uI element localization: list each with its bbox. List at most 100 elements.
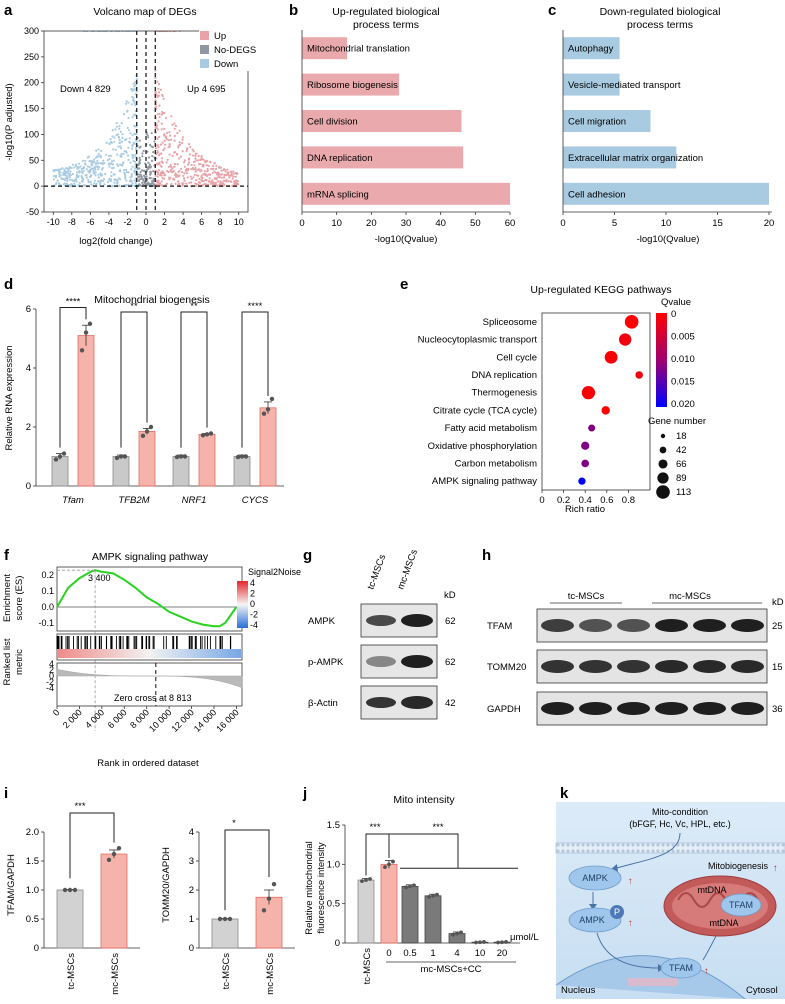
up-point [187, 158, 190, 161]
nucleus-label: Nucleus [561, 985, 596, 996]
down-point [52, 169, 55, 172]
gsea-hit-lines [56, 636, 232, 649]
down-point [131, 116, 134, 119]
signal-tick-label: 4 [250, 578, 255, 588]
lipid-head [656, 849, 660, 853]
data-point [67, 887, 73, 893]
data-point [200, 433, 206, 438]
up-point [160, 180, 163, 183]
down-point [119, 141, 122, 144]
down-point [111, 185, 114, 188]
data-point [118, 454, 124, 459]
nodeg-point [141, 169, 144, 172]
blot-band [617, 660, 650, 673]
down-point [92, 169, 95, 172]
down-point [120, 153, 123, 156]
blot-row-label: AMPK [308, 616, 336, 627]
up-point [219, 166, 222, 169]
pathway-label: Nucleocytoplasmic transport [418, 335, 538, 346]
y-tick-label: 1.0 [327, 859, 340, 870]
lipid-head [706, 849, 710, 853]
up-point [163, 133, 166, 136]
nodeg-point [149, 143, 152, 147]
up-point [199, 163, 202, 166]
lipid-head [681, 843, 685, 847]
y-tick-label: 0.5 [26, 914, 39, 925]
down-point [65, 170, 68, 173]
up-point [175, 175, 178, 178]
data-point [61, 451, 67, 456]
data-point [482, 940, 486, 944]
lipid-head [756, 849, 760, 853]
western-blot-g: AMPK 62 p-AMPK 62 β-Actin 42 [308, 603, 456, 720]
up-point [185, 167, 188, 170]
down-point [130, 173, 134, 176]
up-point [228, 176, 231, 179]
lipid-head [566, 843, 570, 847]
panel-label-j: j [302, 785, 307, 802]
nodeg-point [141, 181, 144, 184]
up-point [235, 173, 238, 176]
panel-e: e Up-regulated KEGG pathways Spliceosome… [400, 276, 706, 515]
lipid-head [666, 843, 670, 847]
intensity-bar [401, 885, 419, 944]
legend-swatch-down [200, 59, 209, 68]
gene-size-dot [656, 485, 670, 499]
term-label: Cell division [307, 117, 358, 128]
up-point [202, 173, 205, 176]
down-point [65, 177, 68, 180]
down-point [125, 151, 128, 154]
term-bar [302, 37, 348, 60]
down-point [56, 179, 59, 182]
up-point [177, 170, 180, 174]
down-point [108, 157, 111, 161]
volcano-points [52, 31, 240, 188]
data-point [391, 859, 395, 864]
down-point [134, 181, 137, 184]
down-point [118, 125, 121, 128]
term-bar [563, 73, 620, 96]
down-point [111, 129, 114, 132]
x-tick-label: 0.2 [557, 495, 570, 506]
lipid-head [621, 843, 625, 847]
concentration-label: 0 [386, 948, 391, 959]
panel-b: b Up-regulated biological process terms … [289, 2, 515, 245]
blot-band [366, 656, 396, 667]
data-point [455, 931, 459, 936]
pathway-dot [588, 424, 596, 432]
ampk-label-1: AMPK [582, 873, 608, 883]
down-point [110, 171, 113, 174]
es-curve [56, 569, 238, 628]
x-tick-label: -2 [123, 217, 131, 227]
nodeg-point [138, 156, 141, 159]
up-point [173, 151, 176, 154]
up-point [212, 164, 215, 167]
down-point [61, 177, 64, 181]
legend-swatch-nodegs [200, 45, 209, 54]
x-tick-label: 10 [661, 218, 672, 229]
up-point [158, 91, 161, 94]
up-point [163, 147, 166, 150]
up-point [161, 94, 164, 98]
up-point [209, 182, 213, 185]
up-point [181, 138, 184, 141]
pathway-dot [601, 406, 610, 415]
x-tick-label: 0.4 [579, 495, 592, 506]
down-point [68, 175, 71, 179]
gsea-title: AMPK signaling pathway [92, 551, 209, 563]
down-point [116, 180, 119, 183]
down-point [95, 162, 98, 165]
nodeg-point [143, 175, 146, 178]
up-point [220, 173, 223, 176]
lipid-head [636, 849, 640, 853]
up-point [212, 168, 215, 171]
signal2noise-title: Signal2Noise [248, 567, 301, 577]
up-point [185, 150, 188, 153]
lipid-head [716, 849, 720, 853]
blot-band [655, 660, 688, 673]
data-point [148, 424, 154, 430]
nodeg-point [141, 152, 144, 155]
x-tick-label: 14 000 [192, 707, 219, 734]
y-tick-label: 300 [24, 26, 39, 36]
up-point [192, 150, 195, 153]
